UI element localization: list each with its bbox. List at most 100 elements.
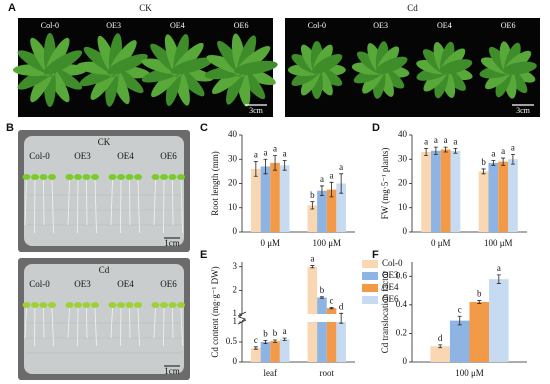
- error-bar: [310, 265, 315, 269]
- seedling: [151, 302, 160, 308]
- significance-letter: c: [458, 304, 462, 314]
- x-tick-label: 100 μM: [312, 238, 341, 248]
- column-label: Col-0: [29, 151, 50, 161]
- seedling: [48, 302, 56, 308]
- bar: [270, 162, 280, 232]
- leaf: [43, 50, 83, 75]
- significance-letter: b: [273, 328, 278, 338]
- root: [77, 179, 79, 234]
- photo-title: Cd: [407, 3, 418, 13]
- significance-letter: a: [497, 263, 501, 273]
- seedling: [82, 174, 91, 180]
- seedling: [39, 302, 48, 308]
- y-tick-label: 0.6: [396, 270, 408, 280]
- significance-letter: a: [254, 150, 258, 160]
- root: [153, 179, 156, 226]
- photo-title: CK: [139, 3, 152, 13]
- seedling: [177, 302, 185, 308]
- legend-label: OE6: [382, 294, 399, 304]
- leaf: [375, 56, 408, 74]
- y-tick-label: 40: [398, 129, 408, 139]
- y-tick-label: 30: [228, 153, 238, 163]
- seedling: [168, 302, 177, 308]
- significance-letter: b: [481, 157, 486, 167]
- bar: [489, 279, 509, 362]
- error-bar: [491, 160, 496, 166]
- significance-letter: a: [283, 326, 287, 336]
- leaf: [107, 53, 148, 75]
- bar: [430, 150, 441, 232]
- legend-label: Col-0: [382, 258, 403, 268]
- significance-letter: c: [330, 295, 334, 305]
- error-bar: [443, 146, 448, 153]
- significance-letter: a: [283, 149, 287, 159]
- seedling: [160, 302, 168, 308]
- plate-title: CK: [98, 137, 111, 147]
- root: [120, 307, 122, 347]
- error-bar: [273, 339, 278, 343]
- error-bar: [501, 157, 506, 166]
- column-label: OE3: [74, 151, 91, 161]
- root: [43, 307, 45, 339]
- seedling: [22, 174, 31, 180]
- root: [43, 179, 45, 226]
- x-tick-label: leaf: [264, 368, 278, 378]
- y-tick-label: 20: [228, 178, 238, 188]
- y-axis-label: Root length (mm): [210, 151, 220, 216]
- root: [94, 307, 97, 347]
- root: [86, 179, 88, 226]
- error-bar: [282, 337, 287, 341]
- root: [51, 179, 54, 234]
- error-bar: [453, 147, 458, 154]
- root: [163, 307, 165, 347]
- panel-label: E: [200, 249, 207, 261]
- column-label: OE4: [437, 21, 452, 30]
- seedling: [31, 174, 39, 180]
- y-axis-label: FW (mg·5⁻¹ plants): [380, 148, 390, 220]
- y-tick-label: 0.2: [396, 327, 407, 337]
- leaf: [312, 54, 343, 74]
- x-tick-label: 0 μM: [431, 238, 451, 248]
- bar: [270, 341, 280, 362]
- root: [110, 179, 113, 226]
- error-bar: [339, 312, 344, 324]
- y-tick-label: 3: [233, 261, 238, 271]
- root: [24, 307, 27, 339]
- panel-label: D: [372, 122, 380, 134]
- leaf: [439, 59, 473, 75]
- significance-letter: a: [310, 254, 314, 264]
- y-tick-label: 0.5: [226, 336, 238, 346]
- seedling: [22, 302, 31, 308]
- leaf: [503, 61, 537, 75]
- bar: [478, 171, 489, 232]
- seedling: [134, 174, 142, 180]
- legend-label: OE3: [382, 270, 399, 280]
- bar: [488, 162, 499, 232]
- seedling: [65, 174, 74, 180]
- panel-label: A: [8, 2, 16, 14]
- significance-letter: c: [254, 335, 258, 345]
- column-label: Col-0: [29, 279, 50, 289]
- y-axis-label: Cd translocation factor: [380, 271, 390, 353]
- bar: [317, 297, 327, 362]
- error-bar: [424, 147, 429, 157]
- seedling: [108, 174, 117, 180]
- seedling: [91, 174, 99, 180]
- root: [129, 179, 131, 226]
- root: [129, 307, 131, 339]
- leaf: [170, 57, 214, 75]
- error-bar: [477, 300, 482, 304]
- root: [172, 307, 174, 339]
- significance-letter: a: [330, 170, 334, 180]
- root: [110, 307, 113, 339]
- y-tick-label: 2: [233, 284, 238, 294]
- significance-letter: a: [424, 136, 428, 146]
- scale-label: 3cm: [516, 106, 531, 115]
- scale-label: 3cm: [249, 106, 264, 115]
- root: [67, 179, 70, 226]
- bar: [430, 346, 450, 362]
- error-bar: [263, 158, 268, 175]
- root: [153, 307, 156, 339]
- column-label: OE6: [160, 279, 177, 289]
- error-bar: [433, 146, 438, 155]
